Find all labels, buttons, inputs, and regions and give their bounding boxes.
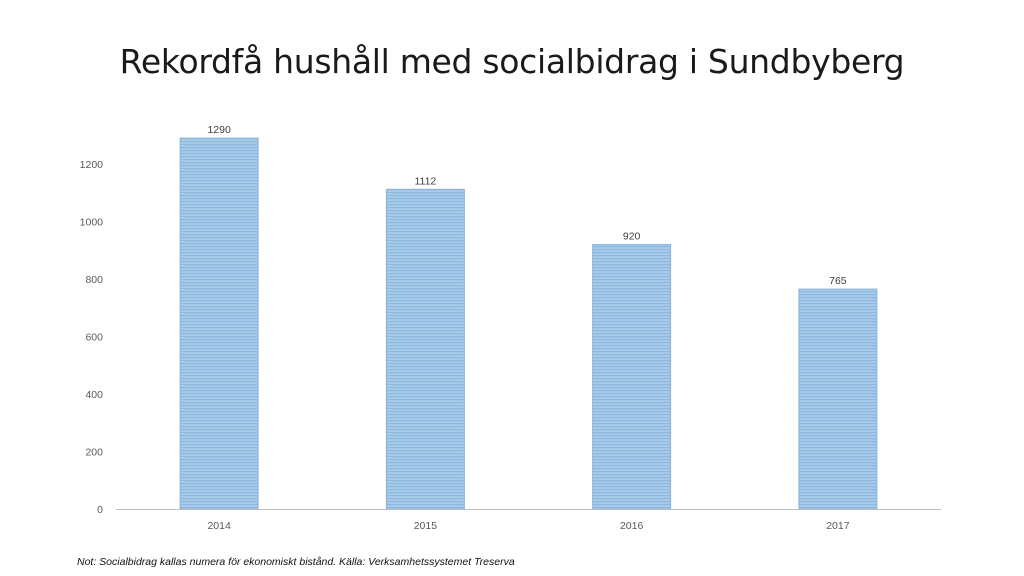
y-tick-label: 200 <box>85 447 103 459</box>
data-label-2015: 1112 <box>414 175 436 187</box>
bar-2015 <box>385 188 465 510</box>
y-tick-label: 0 <box>97 504 103 516</box>
y-tick-label: 800 <box>85 274 103 286</box>
bar-2017 <box>798 288 878 510</box>
x-tick-label: 2017 <box>826 520 850 532</box>
footnote: Not: Socialbidrag kallas numera för ekon… <box>77 556 515 568</box>
y-tick-label: 600 <box>85 332 103 344</box>
x-tick-label: 2014 <box>207 520 231 532</box>
y-axis: 0 200 400 600 800 1000 1200 <box>80 159 104 516</box>
chart-title: Rekordfå hushåll med socialbidrag i Sund… <box>119 42 905 81</box>
x-axis: 2014 2015 2016 2017 <box>207 520 849 532</box>
y-tick-label: 400 <box>85 389 103 401</box>
data-labels: 1290 1112 920 765 <box>207 124 846 287</box>
y-tick-label: 1200 <box>80 159 104 171</box>
y-tick-label: 1000 <box>80 217 104 229</box>
data-label-2014: 1290 <box>207 124 231 136</box>
bars <box>179 137 878 510</box>
x-tick-label: 2016 <box>620 520 644 532</box>
data-label-2017: 765 <box>829 275 847 287</box>
bar-2014 <box>179 137 259 510</box>
data-label-2016: 920 <box>623 231 641 243</box>
x-tick-label: 2015 <box>414 520 438 532</box>
bar-2016 <box>592 244 672 510</box>
